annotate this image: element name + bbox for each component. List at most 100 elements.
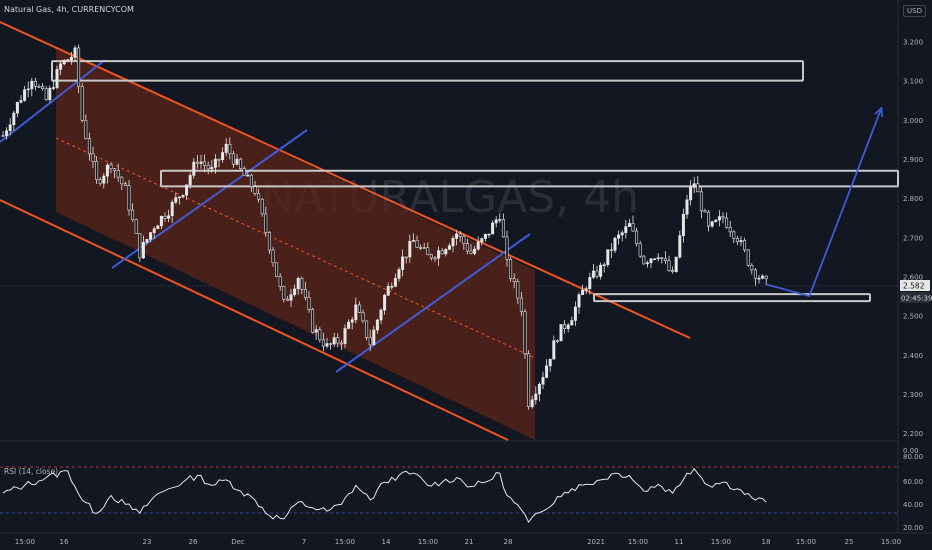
- currency-badge[interactable]: USD: [903, 5, 926, 17]
- candle-body: [311, 309, 315, 333]
- price-tick: 2.900: [903, 156, 923, 164]
- candle-body: [195, 161, 199, 164]
- time-tick: 15:00: [335, 538, 355, 546]
- sr-zone-box[interactable]: [51, 60, 804, 82]
- candle-body: [469, 250, 473, 254]
- candle-body: [735, 237, 739, 243]
- candle-body: [185, 184, 189, 196]
- candle-body: [390, 285, 394, 288]
- candle-body: [41, 86, 45, 89]
- candle-body: [109, 164, 113, 170]
- candle-body: [491, 222, 495, 235]
- candle-body: [761, 275, 765, 279]
- candle-body: [455, 233, 459, 239]
- candle-body: [573, 306, 577, 321]
- rsi-tick: 40.00: [903, 501, 923, 509]
- descending-channel[interactable]: [0, 21, 691, 441]
- projection-line[interactable]: [765, 107, 883, 298]
- candle-body: [51, 87, 55, 89]
- candle-body: [707, 211, 711, 227]
- candle-body: [361, 312, 365, 322]
- sr-zone-box[interactable]: [593, 293, 871, 303]
- candle-body: [246, 174, 250, 177]
- sr-zone-box[interactable]: [160, 169, 899, 188]
- candle-body: [231, 153, 235, 165]
- candle-body: [264, 213, 268, 233]
- candle-body: [149, 232, 153, 240]
- candle-body: [588, 277, 592, 289]
- candle-body: [350, 319, 354, 323]
- channel-midline[interactable]: [55, 137, 536, 359]
- candle-body: [84, 120, 88, 139]
- candle-body: [325, 343, 329, 347]
- rsi-pane[interactable]: [0, 466, 898, 524]
- time-tick: 15:00: [881, 538, 901, 546]
- candle-body: [336, 337, 340, 344]
- candle-body: [123, 183, 127, 186]
- candle-body: [98, 179, 102, 184]
- candle-body: [498, 219, 502, 221]
- candle-body: [739, 240, 743, 243]
- candle-body: [69, 56, 73, 61]
- time-axis[interactable]: 15:00 16 23 26 Dec 7 15:00 14 15:00 21 28 2021 15:00…: [15, 538, 901, 546]
- projection-path[interactable]: [765, 106, 884, 298]
- channel-upper-line[interactable]: [0, 21, 691, 339]
- candle-body: [437, 250, 441, 259]
- candle-body: [365, 320, 369, 338]
- rsi-indicator-label[interactable]: RSI (14, close): [4, 467, 59, 476]
- candle-body: [278, 276, 282, 287]
- candle-body: [303, 289, 307, 298]
- candle-body: [167, 215, 171, 219]
- candle-body: [552, 340, 556, 360]
- candle-body: [671, 270, 675, 272]
- candle-body: [494, 219, 498, 224]
- candle-body: [559, 324, 563, 342]
- candle-body: [113, 168, 117, 171]
- candle-body: [116, 170, 120, 178]
- candle-body: [383, 294, 387, 311]
- candle-body: [451, 238, 455, 247]
- price-axis[interactable]: 3.200 3.100 3.000 2.900 2.800 2.700 2.600 2.500…: [903, 39, 923, 439]
- candle-body: [627, 223, 631, 227]
- candle-body: [581, 289, 585, 296]
- candle-body: [692, 183, 696, 188]
- candle-body: [228, 144, 232, 155]
- channel-lower-line[interactable]: [0, 199, 509, 441]
- countdown-label: 02:45:39: [901, 295, 932, 303]
- candle-body: [48, 87, 52, 100]
- last-price-label: 2.582: [903, 282, 925, 291]
- candle-body: [199, 161, 203, 164]
- candle-body: [386, 286, 390, 296]
- trendline-1[interactable]: [0, 59, 106, 143]
- trendline-3[interactable]: [335, 233, 531, 373]
- candle-body: [5, 130, 9, 136]
- candle-body: [357, 304, 361, 313]
- candle-body: [145, 239, 149, 243]
- candle-body: [433, 257, 437, 260]
- candle-body: [300, 278, 304, 290]
- candle-body: [368, 336, 372, 346]
- candle-body: [606, 249, 610, 266]
- time-tick: 15:00: [628, 538, 648, 546]
- candle-body: [354, 304, 358, 321]
- candle-body: [465, 243, 469, 252]
- rsi-tick: 60.00: [903, 478, 923, 486]
- candle-body: [91, 153, 95, 162]
- sr-zones[interactable]: [51, 60, 899, 303]
- candle-body: [696, 183, 700, 193]
- price-tick: 2.500: [903, 313, 923, 321]
- candle-body: [321, 339, 325, 347]
- price-tick: 3.000: [903, 117, 923, 125]
- candle-body: [548, 358, 552, 367]
- candle-body: [314, 329, 318, 333]
- price-tick: 2.400: [903, 352, 923, 360]
- candle-body: [174, 197, 178, 203]
- candle-body: [415, 240, 419, 248]
- candle-body: [523, 311, 527, 355]
- candle-body: [667, 260, 671, 271]
- candle-body: [602, 264, 606, 267]
- time-tick: 23: [143, 538, 152, 546]
- candle-body: [404, 256, 408, 259]
